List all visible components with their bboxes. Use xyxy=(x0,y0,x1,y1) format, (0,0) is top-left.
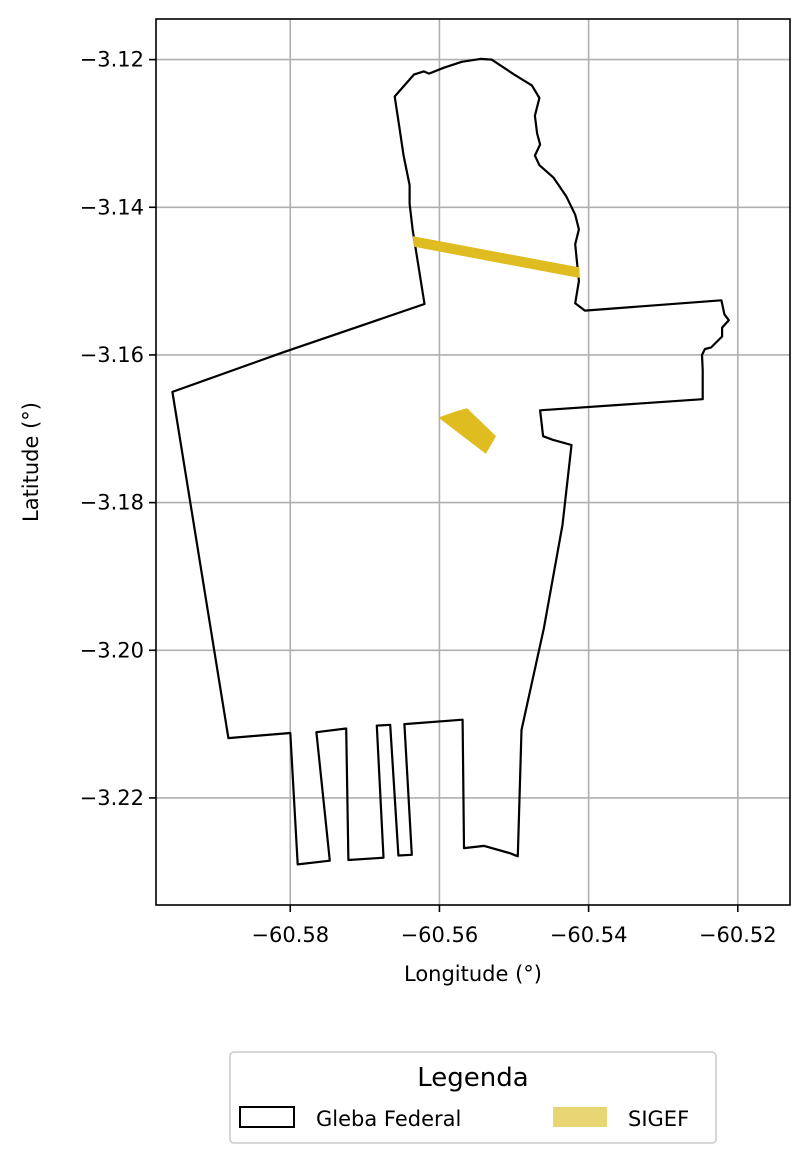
y-axis-label: Latitude (°) xyxy=(19,402,43,522)
legend: Legenda Gleba Federal SIGEF xyxy=(229,1051,717,1144)
gleba-federal-polygon xyxy=(171,57,730,866)
x-tick-label: −60.54 xyxy=(550,923,628,947)
legend-label-gleba-federal: Gleba Federal xyxy=(316,1107,461,1131)
y-tick-label: −3.12 xyxy=(80,48,144,72)
sigef-polygon xyxy=(412,236,580,278)
x-axis-label: Longitude (°) xyxy=(404,962,542,986)
legend-swatch-sigef xyxy=(553,1107,607,1127)
sigef-layer xyxy=(412,236,580,454)
legend-label-sigef: SIGEF xyxy=(628,1107,689,1131)
gleba-federal-layer xyxy=(171,57,730,866)
ticks: −60.58 −60.56 −60.54 −60.52 −3.12 −3.14 −3.16 −… xyxy=(80,48,777,947)
sigef-polygon xyxy=(438,408,496,454)
y-tick-label: −3.14 xyxy=(80,195,144,219)
x-tick-label: −60.58 xyxy=(251,923,329,947)
x-tick-label: −60.56 xyxy=(401,923,479,947)
axes-frame xyxy=(155,18,791,906)
legend-swatch-gleba-federal xyxy=(239,1106,295,1128)
y-tick-label: −3.16 xyxy=(80,343,144,367)
y-tick-label: −3.18 xyxy=(80,491,144,515)
y-tick-label: −3.20 xyxy=(80,638,144,662)
legend-title: Legenda xyxy=(417,1063,528,1093)
y-tick-label: −3.22 xyxy=(80,786,144,810)
x-tick-label: −60.52 xyxy=(699,923,777,947)
